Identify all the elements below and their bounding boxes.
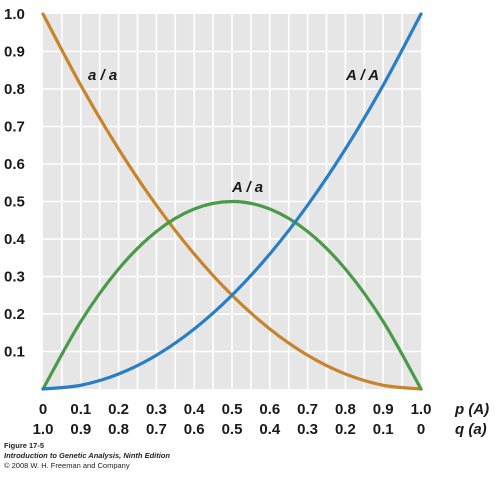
x-tick-label-p: 0.1: [70, 401, 91, 418]
x-tick-label-p: 0.9: [373, 401, 394, 418]
x-tick-label-p: 0.6: [259, 401, 280, 418]
series-label-aa: a / a: [88, 67, 117, 84]
y-tick-label: 1.0: [4, 6, 25, 23]
x-tick-label-q: 0.8: [108, 421, 129, 438]
x-tick-label-p: 0.5: [222, 401, 243, 418]
x-tick-label-q: 0.5: [222, 421, 243, 438]
series-lines: [41, 12, 423, 391]
x-tick-label-p: 1.0: [411, 401, 432, 418]
y-tick-label: 0.8: [4, 81, 25, 98]
series-line-aa: [41, 12, 423, 391]
x-tick-label-q: 0.2: [335, 421, 356, 438]
x-tick-label-p: 0.3: [146, 401, 167, 418]
y-axis-ticks: 0.1 0.2 0.3 0.4 0.5 0.6 0.7 0.8 0.9 1.0: [4, 6, 26, 361]
y-tick-label: 0.3: [4, 269, 25, 286]
book-title: Introduction to Genetic Analysis, Ninth …: [4, 451, 170, 460]
y-tick-label: 0.2: [4, 306, 25, 323]
y-tick-label: 0.6: [4, 156, 25, 173]
x-tick-label-q: 0.3: [297, 421, 318, 438]
y-tick-label: 0.1: [4, 344, 25, 361]
copyright-line: © 2008 W. H. Freeman and Company: [4, 461, 130, 470]
x-tick-label-q: 1.0: [33, 421, 54, 438]
series-line-Aa: [41, 199, 423, 391]
x-tick-label-q: 0.7: [146, 421, 167, 438]
x-tick-label-p: 0.4: [184, 401, 206, 418]
x-tick-label-q: 0.4: [259, 421, 281, 438]
y-tick-label: 0.9: [4, 44, 25, 61]
x-tick-label-q: 0.9: [70, 421, 91, 438]
y-tick-label: 0.7: [4, 119, 25, 136]
figure-number: Figure 17-5: [4, 441, 45, 450]
x-tick-label-q: 0.6: [184, 421, 205, 438]
x-tick-label-q: 0: [417, 421, 425, 438]
x-axis-label-p: p (A): [454, 401, 489, 418]
x-tick-label-p: 0.2: [108, 401, 129, 418]
series-label-Aa: A / a: [231, 179, 263, 196]
x-tick-label-p: 0.8: [335, 401, 356, 418]
genotype-frequency-chart: 0.10.20.30.40.50.60.70.80.91.0 01.00.10.…: [4, 6, 489, 438]
series-line-AA: [41, 12, 423, 391]
x-tick-label-p: 0: [39, 401, 47, 418]
y-tick-label: 0.4: [4, 231, 26, 248]
series-label-AA: A / A: [345, 67, 379, 84]
x-tick-label-q: 0.1: [373, 421, 394, 438]
x-axis-label-q: q (a): [455, 421, 487, 438]
x-tick-label-p: 0.7: [297, 401, 318, 418]
x-axis-ticks: 0 1.0 0.1 0.9 0.2 0.8 0.3 0.7 0.4 0.6 0.5 0.5 0.6 0.4…: [33, 401, 432, 438]
y-tick-label: 0.5: [4, 194, 25, 211]
